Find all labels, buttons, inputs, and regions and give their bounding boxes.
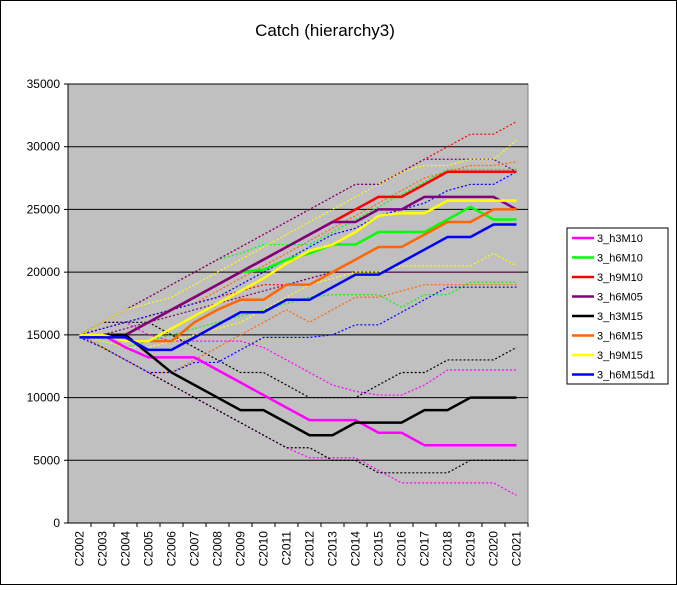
legend-label: 3_h6M10 [597,253,643,265]
series-line [79,208,517,343]
bound-line [79,171,517,336]
x-tick-label: C2002 [73,531,87,567]
x-tick-label: C2020 [487,531,501,567]
x-tick-label: C2012 [303,531,317,567]
bound-line [79,168,517,336]
x-tick-label: C2008 [211,531,225,567]
x-tick-label: C2005 [142,531,156,567]
x-tick-label: C2018 [441,531,455,567]
x-tick-label: C2015 [372,531,386,567]
legend-label: 3_h9M10 [597,272,643,284]
y-tick-label: 10000 [27,391,61,405]
x-tick-label: C2011 [280,531,294,566]
legend-label: 3_h6M15d1 [597,370,655,382]
x-tick-label: C2004 [119,531,133,567]
legend-label: 3_h6M15 [597,331,643,343]
plot-area [67,83,529,524]
bound-line [79,286,517,374]
bound-line [79,139,517,336]
x-tick-label: C2019 [464,531,478,567]
x-tick-label: C2003 [96,531,110,567]
bound-line [79,334,517,496]
x-tick-label: C2006 [165,531,179,567]
bound-line [79,321,517,399]
x-tick-label: C2017 [418,531,432,567]
series-line [79,195,518,337]
y-tick-label: 15000 [27,328,61,342]
x-tick-label: C2013 [326,531,340,567]
x-tick-label: C2021 [510,531,524,567]
series-line [79,333,517,437]
y-tick-label: 25000 [27,202,61,216]
series-line [79,223,517,352]
x-tick-label: C2007 [188,531,202,567]
y-tick-label: 0 [53,516,60,530]
x-tick-label: C2010 [257,531,271,567]
bound-line [79,158,517,336]
y-tick-label: 20000 [27,265,61,279]
bound-line [79,321,517,396]
y-tick-label: 35000 [27,77,61,91]
series-line [79,199,517,343]
legend-label: 3_h6M05 [597,292,643,304]
chart-title: Catch (hierarchy3) [255,21,395,40]
bound-line [79,271,517,336]
bound-line [79,284,517,374]
legend-label: 3_h3M15 [597,311,643,323]
x-tick-label: C2009 [234,531,248,567]
y-tick-label: 5000 [33,453,60,467]
x-tick-label: C2016 [395,531,409,567]
legend-label: 3_h3M10 [597,233,643,245]
x-tick-label: C2014 [349,531,363,567]
legend [566,227,669,385]
y-tick-label: 30000 [27,140,61,154]
bound-line [79,252,517,348]
legend-label: 3_h9M15 [597,350,643,362]
